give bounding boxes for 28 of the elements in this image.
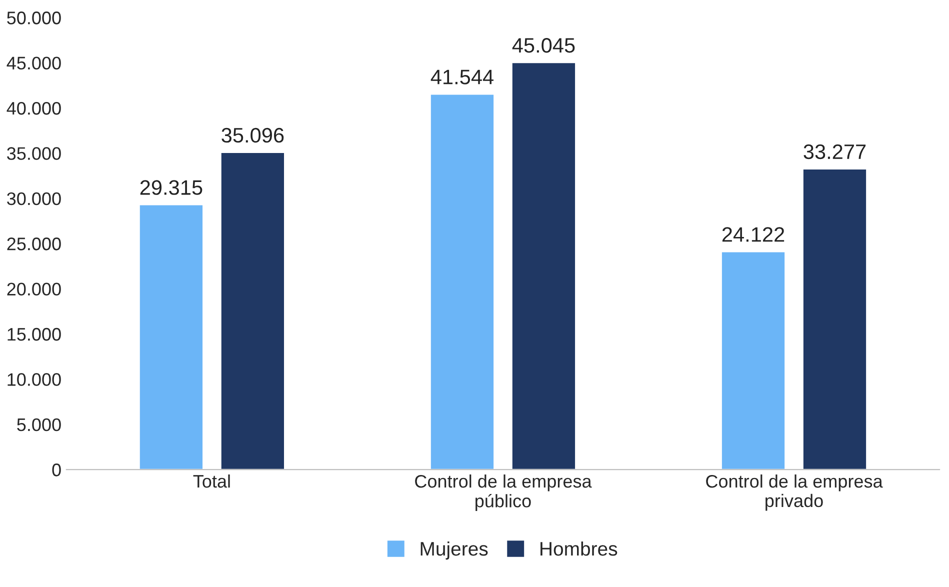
y-tick-label: 15.000 [8, 328, 61, 341]
bar [802, 168, 868, 470]
bar [720, 250, 786, 470]
legend-label: Mujeres [420, 541, 488, 560]
data-label: 41.544 [430, 70, 494, 84]
y-tick-label: 10.000 [8, 373, 61, 386]
bar [220, 152, 286, 470]
legend-label: Hombres [540, 541, 618, 556]
y-tick-label: 0 [52, 464, 61, 476]
data-label: 29.315 [140, 180, 202, 195]
data-label: 33.277 [804, 144, 866, 160]
x-tick-label: Control de la empresa público [415, 474, 592, 511]
bar [430, 93, 495, 470]
data-label: 24.122 [722, 227, 784, 242]
y-tick-label: 30.000 [7, 192, 61, 206]
y-tick-label: 50.000 [7, 12, 61, 24]
y-tick-label: 35.000 [7, 147, 61, 160]
data-label: 45.045 [512, 38, 575, 53]
x-tick-label: Total [193, 474, 230, 488]
y-tick-label: 20.000 [7, 282, 61, 296]
y-tick-label: 45.000 [6, 56, 61, 70]
x-tick-label: Control de la empresa privado [706, 474, 883, 511]
y-tick-label: 25.000 [7, 238, 61, 250]
bar [138, 204, 204, 470]
y-tick-label: 5.000 [17, 418, 61, 432]
data-label: 35.096 [222, 128, 284, 143]
y-tick-label: 40.000 [6, 102, 61, 115]
bar [511, 62, 576, 470]
